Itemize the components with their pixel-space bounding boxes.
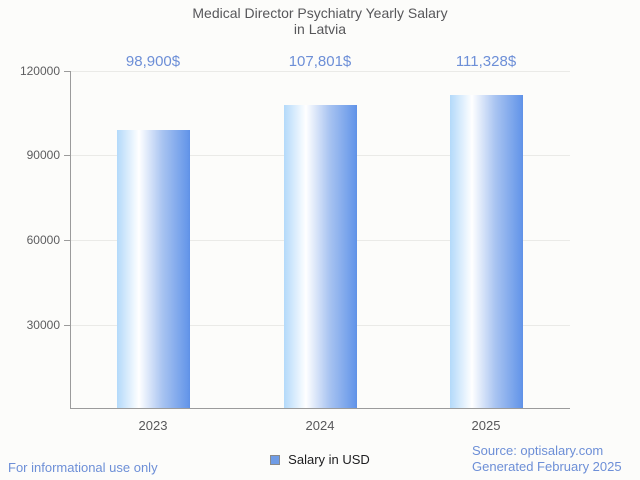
- chart-title-line1: Medical Director Psychiatry Yearly Salar…: [192, 5, 448, 21]
- x-axis-label-2025: 2025: [471, 418, 501, 433]
- bar-value-label-2024: 107,801$: [288, 53, 352, 70]
- source-info: Source: optisalary.com Generated Februar…: [472, 443, 622, 475]
- x-axis-label-2023: 2023: [138, 418, 168, 433]
- bar-2024: [284, 105, 357, 408]
- legend: Salary in USD: [0, 452, 640, 467]
- legend-label: Salary in USD: [288, 452, 370, 467]
- chart-title-line2: in Latvia: [293, 21, 347, 37]
- bar-value-label-2023: 98,900$: [125, 53, 181, 70]
- y-axis-label-120000: 120000: [19, 64, 60, 78]
- plot-area: 120000 90000 60000 30000: [20, 64, 570, 409]
- legend-marker-icon: [270, 454, 281, 465]
- y-axis-tick: [64, 325, 71, 326]
- y-axis-label-90000: 90000: [26, 148, 60, 162]
- y-axis-tick: [64, 71, 71, 72]
- y-axis-tick: [64, 155, 71, 156]
- y-axis-label-60000: 60000: [26, 233, 60, 247]
- bar-value-label-2025: 111,328$: [455, 53, 517, 70]
- chart-title: Medical Director Psychiatry Yearly Salar…: [0, 5, 640, 37]
- bar-2023: [117, 130, 190, 408]
- bar-2025: [450, 95, 523, 408]
- generated-text: Generated February 2025: [472, 459, 622, 474]
- y-axis-label-30000: 30000: [26, 318, 60, 332]
- x-axis-label-2024: 2024: [305, 418, 335, 433]
- source-text: Source: optisalary.com: [472, 443, 604, 458]
- gridline-120000: [71, 71, 570, 72]
- disclaimer-text: For informational use only: [8, 460, 158, 475]
- y-axis-tick: [64, 240, 71, 241]
